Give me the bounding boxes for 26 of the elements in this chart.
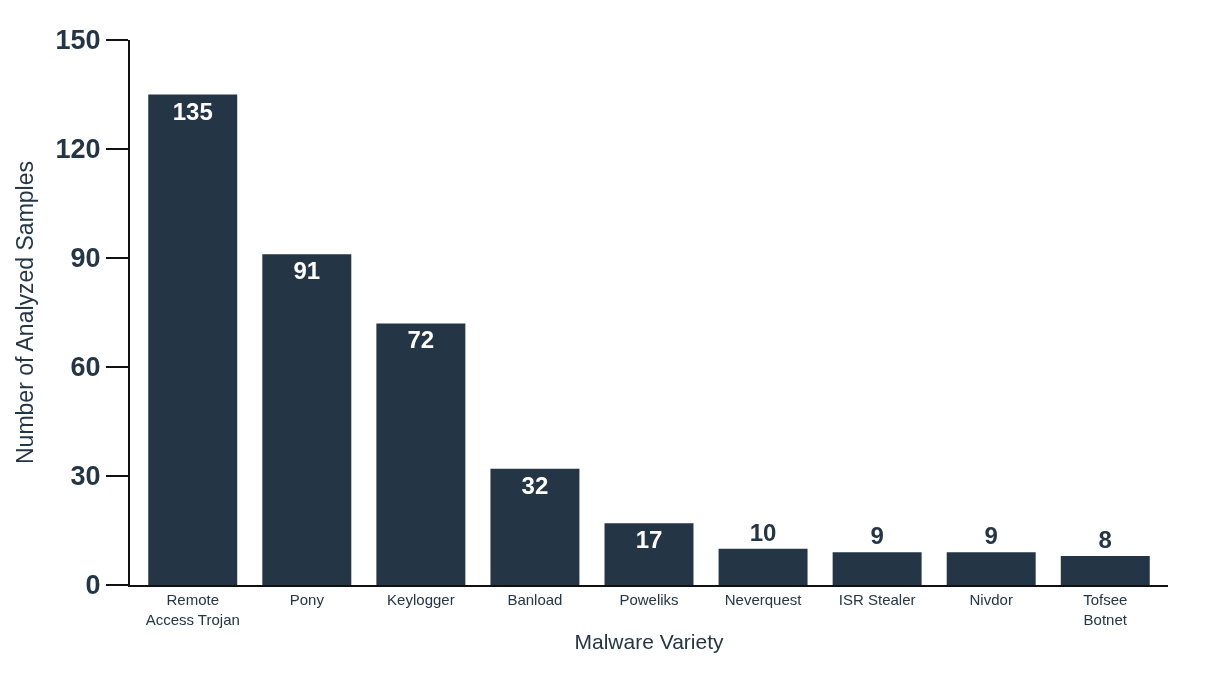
x-tick-label: Tofsee Botnet	[1083, 591, 1128, 628]
x-tick-label: ISR Stealer	[838, 591, 916, 608]
data-label: 9	[984, 522, 998, 550]
x-axis-title: Malware Variety	[574, 630, 724, 654]
y-tick-label: 30	[70, 461, 101, 492]
data-label: 91	[293, 257, 321, 285]
data-label: 17	[635, 526, 663, 554]
y-tick-label: 60	[70, 352, 101, 383]
x-tick-label: Neverquest	[724, 591, 803, 608]
x-tick-label: Poweliks	[619, 591, 679, 608]
y-tick-label: 90	[70, 243, 101, 274]
data-label: 135	[172, 97, 213, 125]
data-label: 10	[749, 518, 777, 546]
x-tick-label: Keylogger	[387, 591, 455, 608]
y-tick-label: 0	[85, 570, 101, 601]
x-tick-label: Remote Access Trojan	[145, 591, 240, 628]
data-label: 9	[870, 522, 884, 550]
data-label: 8	[1098, 525, 1112, 553]
y-axis-title: Number of Analyzed Samples	[12, 161, 39, 464]
data-label: 72	[407, 326, 435, 354]
x-tick-label: Pony	[289, 591, 325, 608]
x-tick-label: Banload	[507, 591, 563, 608]
y-tick-label: 150	[55, 25, 101, 56]
x-tick-label: Nivdor	[969, 591, 1013, 608]
y-tick-label: 120	[55, 134, 101, 165]
data-label: 32	[521, 471, 549, 499]
